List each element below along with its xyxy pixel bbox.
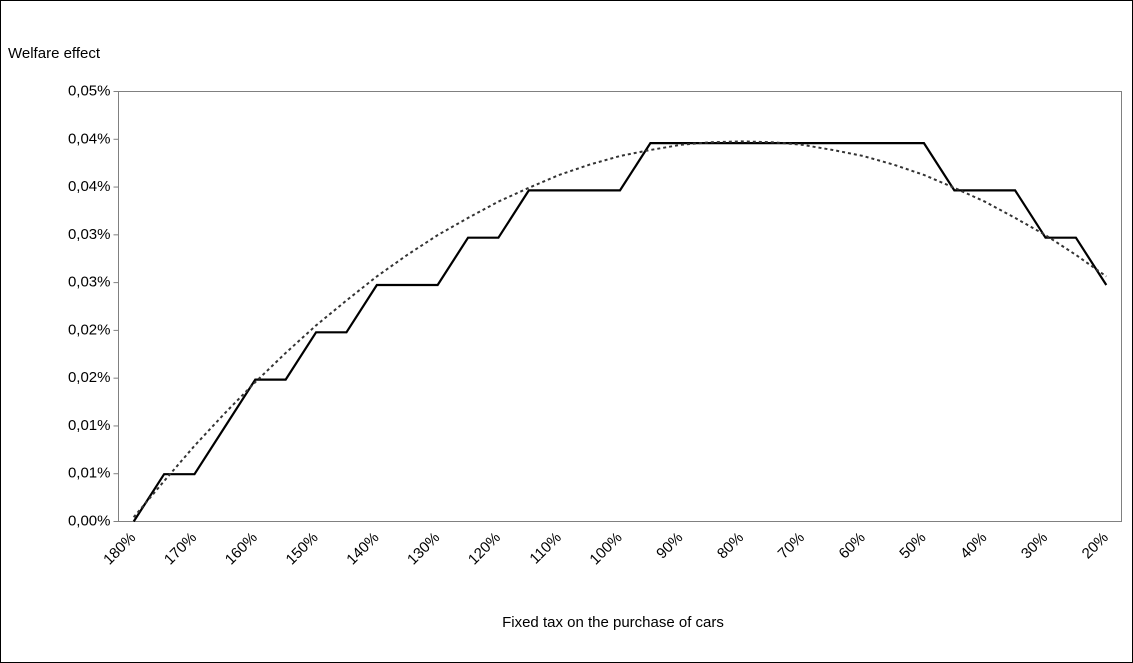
y-tick-label: 0,03% (68, 226, 111, 243)
y-tick-label: 0,02% (68, 369, 111, 386)
y-tick-label: 0,01% (68, 417, 111, 434)
y-tick-label: 0,00% (68, 512, 111, 529)
y-tick-label: 0,03% (68, 274, 111, 291)
y-tick-label: 0,02% (68, 321, 111, 338)
y-tick-label: 0,04% (68, 130, 111, 147)
plot-area (118, 91, 1122, 522)
line (132, 142, 1108, 523)
y-tick-label: 0,01% (68, 465, 111, 482)
y-axis-title: Welfare effect (8, 45, 101, 62)
x-axis-title: Fixed tax on the purchase of cars (502, 614, 724, 631)
y-tick-label: 0,04% (68, 178, 111, 195)
y-tick-label: 0,05% (68, 82, 111, 99)
